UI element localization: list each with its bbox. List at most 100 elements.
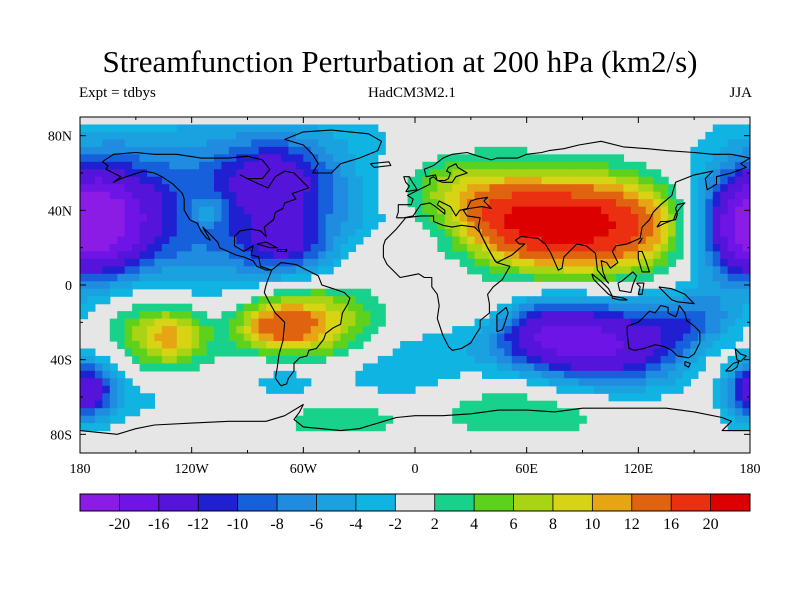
contour-cell: [496, 229, 505, 238]
contour-cell: [623, 236, 632, 245]
contour-cell: [720, 333, 729, 342]
contour-cell: [251, 206, 260, 215]
contour-cell: [526, 273, 535, 282]
contour-cell: [675, 214, 684, 223]
contour-cell: [474, 266, 483, 275]
contour-cell: [735, 326, 744, 335]
contour-cell: [109, 415, 118, 424]
contour-cell: [102, 251, 111, 260]
contour-cell: [362, 378, 371, 387]
y-tick-label: 40S: [50, 354, 72, 369]
contour-cell: [675, 206, 684, 215]
contour-cell: [288, 266, 297, 275]
contour-cell: [251, 214, 260, 223]
contour-cell: [348, 214, 357, 223]
contour-cell: [184, 124, 193, 133]
contour-cell: [102, 296, 111, 305]
contour-cell: [630, 251, 639, 260]
x-tick-label: 180: [740, 462, 761, 477]
contour-cell: [720, 370, 729, 379]
contour-cell: [534, 348, 543, 357]
contour-cell: [526, 243, 535, 252]
contour-cell: [161, 348, 170, 357]
contour-cell: [355, 333, 364, 342]
contour-cell: [623, 378, 632, 387]
contour-cell: [690, 154, 699, 163]
contour-cell: [139, 146, 148, 155]
contour-cell: [541, 243, 550, 252]
contour-cell: [720, 266, 729, 275]
contour-cell: [333, 206, 342, 215]
contour-cell: [712, 385, 721, 394]
contour-cell: [191, 318, 200, 327]
contour-cell: [511, 333, 520, 342]
contour-cell: [563, 191, 572, 200]
contour-cell: [154, 258, 163, 267]
contour-cell: [333, 303, 342, 312]
contour-cell: [273, 273, 282, 282]
contour-cell: [236, 251, 245, 260]
contour-cell: [176, 176, 185, 185]
contour-cell: [191, 236, 200, 245]
contour-cell: [467, 341, 476, 350]
contour-cell: [139, 176, 148, 185]
contour-cell: [221, 326, 230, 335]
contour-cell: [258, 303, 267, 312]
contour-cell: [132, 199, 141, 208]
contour-cell: [87, 206, 96, 215]
contour-cell: [705, 303, 714, 312]
contour-cell: [697, 311, 706, 320]
contour-cell: [496, 236, 505, 245]
contour-cell: [109, 333, 118, 342]
contour-cell: [184, 303, 193, 312]
contour-cell: [94, 423, 103, 432]
contour-cell: [228, 214, 237, 223]
contour-cell: [266, 355, 275, 364]
contour-cell: [437, 333, 446, 342]
contour-cell: [117, 176, 126, 185]
contour-cell: [712, 288, 721, 297]
contour-cell: [176, 273, 185, 282]
contour-cell: [549, 273, 558, 282]
contour-cell: [221, 266, 230, 275]
contour-cell: [742, 161, 750, 170]
contour-cell: [102, 169, 111, 178]
contour-cell: [251, 303, 260, 312]
colorbar-label: -6: [310, 516, 323, 533]
contour-cell: [102, 124, 111, 133]
contour-cell: [482, 191, 491, 200]
contour-cell: [712, 378, 721, 387]
contour-cell: [563, 370, 572, 379]
contour-cell: [169, 139, 178, 148]
contour-cell: [720, 139, 729, 148]
contour-cell: [586, 266, 595, 275]
contour-cell: [593, 206, 602, 215]
contour-cell: [660, 214, 669, 223]
contour-cell: [94, 154, 103, 163]
contour-cell: [132, 258, 141, 267]
contour-cell: [742, 348, 750, 357]
contour-cell: [273, 139, 282, 148]
contour-cell: [511, 348, 520, 357]
contour-cell: [601, 326, 610, 335]
contour-cell: [616, 326, 625, 335]
contour-cell: [94, 408, 103, 417]
contour-cell: [199, 243, 208, 252]
contour-cell: [258, 146, 267, 155]
contour-cell: [459, 243, 468, 252]
contour-cell: [712, 146, 721, 155]
contour-cell: [742, 423, 750, 432]
contour-cell: [370, 311, 379, 320]
contour-cell: [333, 408, 342, 417]
contour-cell: [474, 146, 483, 155]
contour-cell: [742, 408, 750, 417]
contour-cell: [333, 199, 342, 208]
contour-cell: [601, 258, 610, 267]
contour-cell: [429, 191, 438, 200]
contour-cell: [705, 191, 714, 200]
contour-cell: [735, 370, 744, 379]
contour-cell: [608, 341, 617, 350]
contour-cell: [288, 355, 297, 364]
contour-cell: [571, 161, 580, 170]
